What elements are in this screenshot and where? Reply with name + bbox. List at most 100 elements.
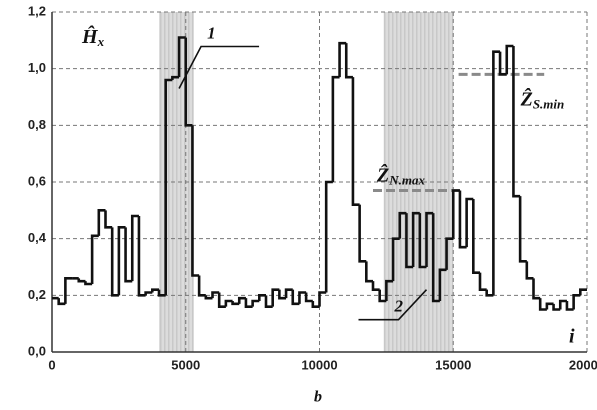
step-segment <box>204 295 213 300</box>
x-tick-label: 0 <box>48 357 55 372</box>
step-segment <box>378 289 387 303</box>
step-segment <box>291 289 300 306</box>
step-segment <box>458 190 467 249</box>
step-segment <box>485 289 494 297</box>
step-segment <box>171 75 180 80</box>
step-segment <box>405 213 414 269</box>
step-segment <box>538 298 547 311</box>
step-segment <box>579 288 587 296</box>
step-segment <box>191 125 200 277</box>
step-segment <box>358 204 367 263</box>
step-segment <box>211 291 220 299</box>
step-segment <box>385 279 394 301</box>
step-segment <box>505 44 514 75</box>
step-segment <box>271 288 280 307</box>
step-segment <box>284 288 293 299</box>
threshold-symbol: Ẑ <box>376 162 389 186</box>
step-segment <box>451 189 460 239</box>
step-segment <box>110 227 119 297</box>
step-segment <box>244 298 253 308</box>
y-tick-label: 0,4 <box>28 230 47 245</box>
x-tick-label: 5000 <box>171 357 200 372</box>
threshold-label: ẐN.max <box>376 162 425 187</box>
step-segment <box>84 281 93 286</box>
step-segment <box>184 37 193 127</box>
step-segment <box>298 291 307 304</box>
x-tick-label: 15000 <box>435 357 471 372</box>
step-segment <box>231 301 240 306</box>
step-segment <box>144 291 153 296</box>
step-segment <box>164 78 173 296</box>
step-segment <box>351 77 360 206</box>
y-tick-label: 0,2 <box>28 287 46 302</box>
x-axis-label: i <box>569 326 575 348</box>
callout-leader <box>178 45 260 89</box>
step-segment <box>64 277 73 304</box>
step-segment <box>391 237 400 282</box>
y-tick-label: 0,8 <box>28 117 46 132</box>
step-segment <box>217 292 226 308</box>
step-segment <box>224 299 233 307</box>
step-segment <box>237 296 246 304</box>
step-segment <box>117 226 126 296</box>
step-segment <box>324 180 333 293</box>
step-segment <box>331 75 340 182</box>
y-axis-subscript: x <box>97 34 105 49</box>
step-segment <box>130 214 139 282</box>
step-segment <box>365 261 373 283</box>
x-tick-label: 20000 <box>569 357 597 372</box>
step-segment <box>525 261 534 280</box>
step-segment <box>425 211 434 267</box>
step-segment <box>97 209 106 236</box>
step-segment <box>512 46 521 198</box>
step-segment <box>104 210 113 229</box>
step-segment <box>532 278 541 300</box>
step-segment <box>90 234 99 284</box>
threshold-subscript: N.max <box>388 172 425 187</box>
step-segment <box>411 211 420 267</box>
step-segment <box>398 211 407 239</box>
threshold-symbol: Ẑ <box>520 86 533 110</box>
step-segment <box>137 216 146 297</box>
step-segment <box>344 43 353 79</box>
step-segment <box>151 288 159 293</box>
step-segment <box>371 281 380 291</box>
step-segment <box>264 295 273 308</box>
step-segment <box>552 303 561 311</box>
step-segment <box>124 227 133 283</box>
step-segment <box>338 41 347 78</box>
step-segment <box>258 294 266 301</box>
y-tick-label: 0,0 <box>28 343 46 358</box>
callout-leader <box>358 289 428 321</box>
y-axis-label: Ĥx <box>81 24 105 49</box>
caption: b <box>314 389 322 406</box>
step-segment <box>197 275 206 297</box>
y-tick-label: 1,0 <box>28 60 46 75</box>
step-segment <box>304 292 313 303</box>
threshold-subscript: S.min <box>533 96 564 111</box>
step-segment <box>177 36 186 78</box>
step-segment <box>565 301 574 311</box>
step-segment <box>438 268 447 301</box>
step-segment <box>465 197 474 248</box>
step-segment <box>472 199 480 274</box>
step-segment <box>492 50 501 296</box>
step-segment <box>558 299 567 310</box>
step-segment <box>431 213 440 303</box>
step-segment <box>77 278 86 283</box>
step-segment <box>278 289 287 300</box>
step-segment <box>157 289 166 297</box>
step-segment <box>311 301 320 308</box>
step-segment <box>498 51 507 76</box>
step-segment <box>478 272 487 291</box>
y-tick-label: 0,6 <box>28 173 46 188</box>
threshold-label: ẐS.min <box>520 86 565 111</box>
x-tick-label: 10000 <box>301 357 337 372</box>
step-segment <box>57 298 66 306</box>
callout-label: 2 <box>394 297 404 316</box>
step-segment <box>545 302 554 310</box>
step-segment <box>418 213 427 269</box>
step-segment <box>572 294 581 310</box>
step-segment <box>518 196 527 263</box>
